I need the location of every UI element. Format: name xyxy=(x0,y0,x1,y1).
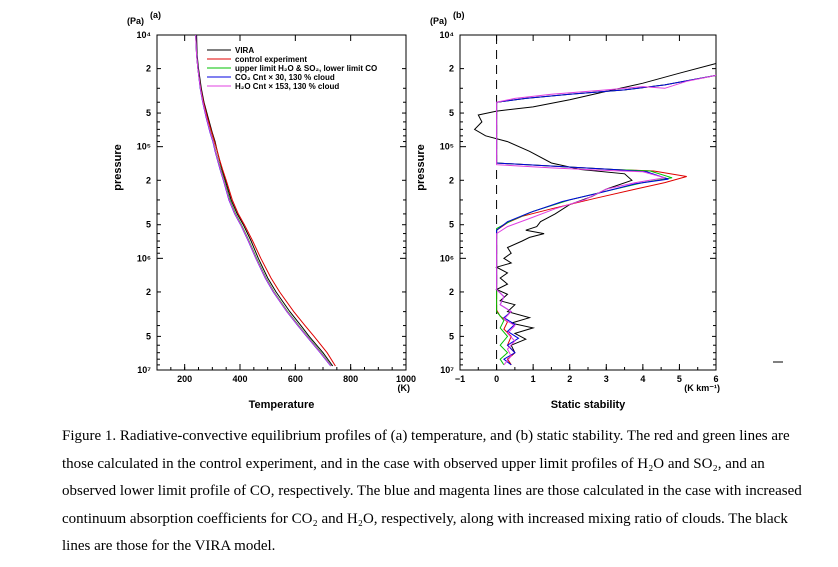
y-tick-label: 2 xyxy=(146,287,151,297)
y-tick-label: 2 xyxy=(449,64,454,74)
panel-b: 10⁴ 2 5 10⁵ 2 5 10⁶ 2 5 10⁷−1 0 1 2 3 4 5 6 (Pa) (b) (K km⁻… xyxy=(415,10,720,411)
y-tick-label: 10⁶ xyxy=(440,253,454,263)
y-tick-label: 5 xyxy=(449,108,454,118)
y-axis-label: pressure xyxy=(415,144,427,190)
series-line xyxy=(496,74,717,366)
x-axis-label: Temperature xyxy=(249,399,315,411)
panel-a: 10⁴ 2 5 10⁵ 2 5 10⁶ 2 5 10⁷ 200 400 600 800 1000 (Pa) (a… xyxy=(112,10,416,411)
x-tick-label: 5 xyxy=(677,374,682,384)
x-unit-label: (K km⁻¹) xyxy=(684,383,720,393)
y-tick-label: 2 xyxy=(449,287,454,297)
series-line xyxy=(195,34,336,367)
y-tick-label: 5 xyxy=(449,331,454,341)
x-tick-label: 4 xyxy=(640,374,645,384)
series-line xyxy=(196,34,334,367)
y-tick-label: 5 xyxy=(146,220,151,230)
y-tick-label: 10⁵ xyxy=(137,142,151,152)
series-line xyxy=(195,34,332,367)
legend-entry: control experiment xyxy=(235,55,307,64)
series-line xyxy=(496,74,717,366)
y-tick-label: 10⁷ xyxy=(137,365,151,375)
y-tick-label: 10⁷ xyxy=(440,365,454,375)
y-unit-label: (Pa) xyxy=(430,16,447,26)
x-tick-label: 0 xyxy=(494,374,499,384)
x-tick-label: 6 xyxy=(713,374,718,384)
y-tick-label: 10⁵ xyxy=(440,142,454,152)
y-tick-label: 10⁶ xyxy=(137,253,151,263)
y-tick-label: 10⁴ xyxy=(440,30,454,40)
panel-label: (b) xyxy=(453,10,465,20)
x-tick-label: 400 xyxy=(232,374,247,384)
y-tick-label: 10⁴ xyxy=(137,30,151,40)
figure: 10⁴ 2 5 10⁵ 2 5 10⁶ 2 5 10⁷ 200 400 600 800 1000 (Pa) (a… xyxy=(112,10,783,411)
x-tick-label: 800 xyxy=(343,374,358,384)
legend-entry: VIRA xyxy=(235,46,254,55)
legend-entry: H₂O Cnt × 153, 130 % cloud xyxy=(235,82,339,91)
series-line xyxy=(496,74,717,366)
figure-caption: Figure 1. Radiative-convective equilibri… xyxy=(62,428,802,554)
legend-entry: CO₂ Cnt × 30, 130 % cloud xyxy=(235,73,335,82)
x-tick-label: 3 xyxy=(604,374,609,384)
plot-frame xyxy=(459,34,717,371)
series-line xyxy=(496,74,717,366)
x-tick-label: 600 xyxy=(288,374,303,384)
y-tick-label: 5 xyxy=(146,331,151,341)
x-tick-label: −1 xyxy=(455,374,465,384)
x-tick-label: 1000 xyxy=(396,374,416,384)
y-tick-label: 2 xyxy=(449,175,454,185)
y-tick-label: 2 xyxy=(146,64,151,74)
panel-label: (a) xyxy=(150,10,161,20)
x-tick-label: 2 xyxy=(567,374,572,384)
x-tick-label: 1 xyxy=(531,374,536,384)
x-unit-label: (K) xyxy=(398,383,411,393)
y-tick-label: 2 xyxy=(146,175,151,185)
y-axis-label: pressure xyxy=(112,144,124,190)
series-line xyxy=(473,63,717,366)
x-axis-label: Static stability xyxy=(551,399,626,411)
legend-entry: upper limit H₂O & SO₂, lower limit CO xyxy=(235,64,377,73)
y-tick-label: 5 xyxy=(449,220,454,230)
x-tick-label: 200 xyxy=(177,374,192,384)
y-unit-label: (Pa) xyxy=(127,16,144,26)
y-tick-label: 5 xyxy=(146,108,151,118)
